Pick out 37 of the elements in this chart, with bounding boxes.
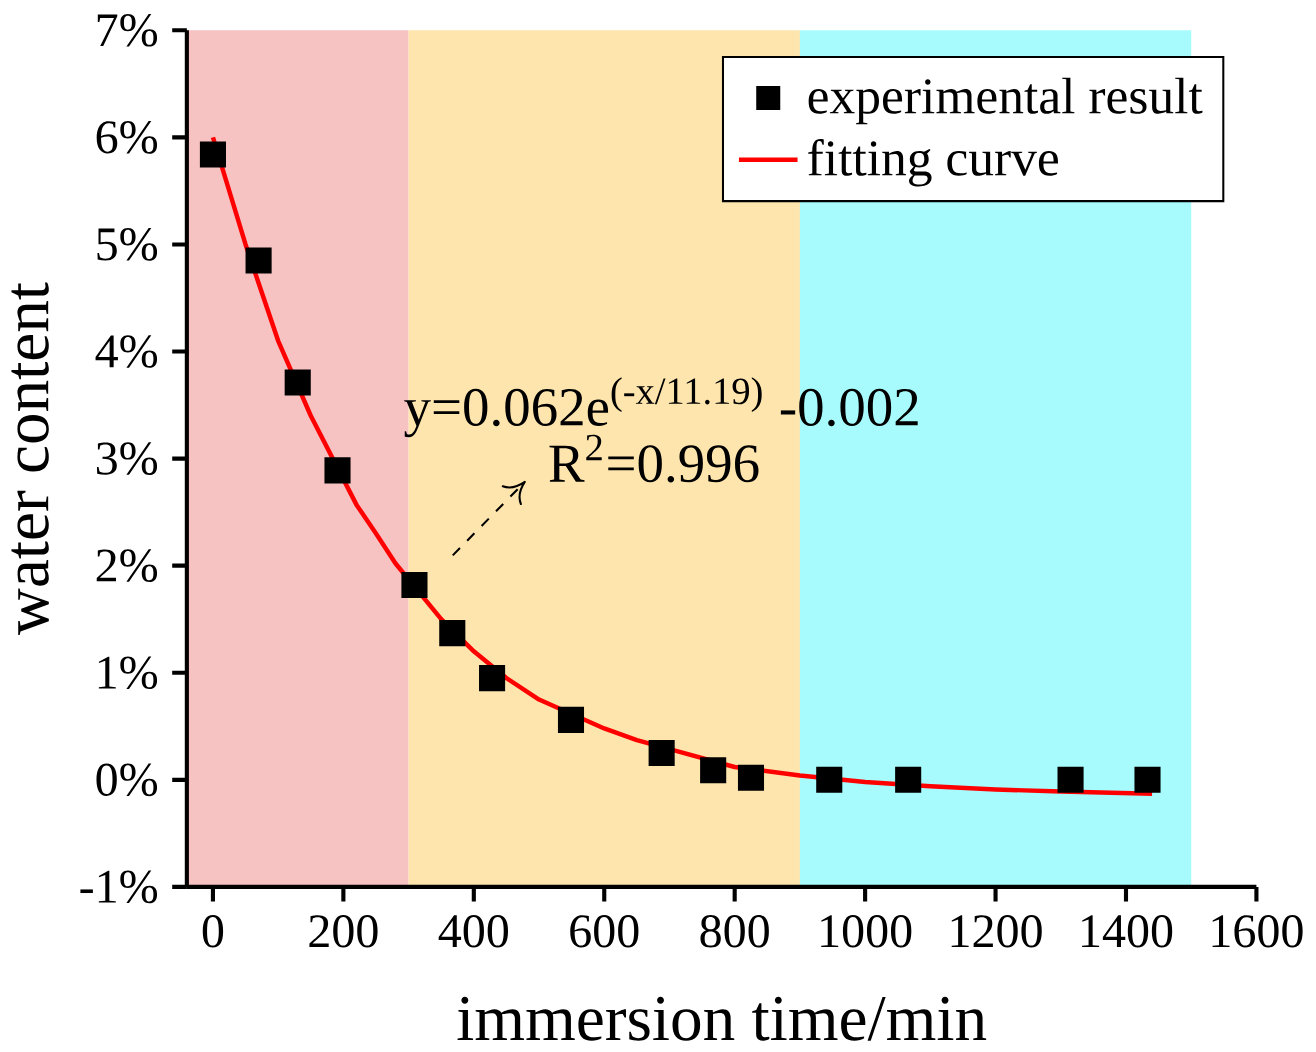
point	[284, 369, 311, 396]
x-tick-label: 600	[570, 914, 639, 948]
x-tick-label: 1000	[821, 914, 912, 948]
y-tick-label: 2%	[96, 549, 158, 582]
point	[895, 766, 922, 793]
x-axis-title: immersion time/min	[457, 996, 987, 1041]
point	[401, 571, 428, 598]
point	[737, 764, 765, 791]
y-tick-label: 4%	[95, 335, 158, 368]
y-tick-label: 3%	[96, 442, 158, 475]
y-tick-label: -1%	[80, 870, 158, 904]
point	[199, 141, 226, 168]
y-tick-label: 0%	[96, 763, 158, 797]
point	[245, 247, 272, 274]
legend-label: experimental result	[808, 77, 1203, 125]
y-tick-label: 5%	[97, 228, 158, 261]
x-tick-label: 1600	[1212, 914, 1303, 948]
point	[324, 457, 351, 484]
point	[439, 620, 466, 647]
point	[479, 665, 506, 692]
x-tick-label: 200	[309, 914, 378, 948]
point	[1134, 766, 1161, 793]
y-tick-label: 1%	[98, 656, 158, 690]
x-tick-label: 800	[700, 914, 769, 948]
point	[648, 739, 675, 767]
x-tick-label: 1400	[1082, 914, 1173, 948]
point	[816, 766, 843, 793]
x-tick-label: 0	[202, 914, 224, 948]
x-tick-label: 1200	[951, 914, 1042, 948]
point	[1057, 766, 1084, 793]
y-axis-title: water content	[11, 282, 49, 636]
x-tick-label: 400	[438, 914, 509, 948]
legend-label: fitting curve	[808, 139, 1058, 187]
point	[557, 706, 585, 733]
y-tick-label: 6%	[96, 121, 158, 154]
y-tick-label: 7%	[97, 13, 158, 47]
point	[700, 757, 727, 784]
